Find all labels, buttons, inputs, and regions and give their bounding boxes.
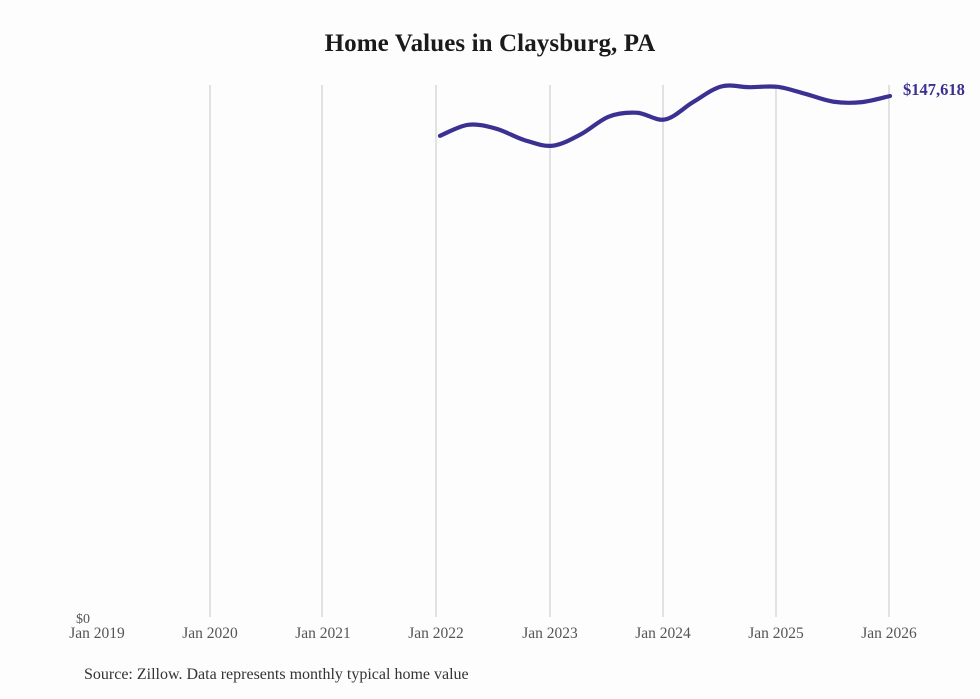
source-note: Source: Zillow. Data represents monthly … bbox=[84, 666, 469, 683]
x-tick-label-jan-2023: Jan 2023 bbox=[522, 625, 578, 642]
gridlines-group bbox=[209, 85, 890, 617]
y-tick-label-0: $0 bbox=[76, 612, 90, 627]
end-value-annotation: $147,618 bbox=[903, 80, 965, 99]
x-tick-label-jan-2019: Jan 2019 bbox=[69, 625, 125, 642]
x-tick-label-jan-2026: Jan 2026 bbox=[861, 625, 917, 642]
data-line-typical-home-value bbox=[437, 83, 893, 149]
x-tick-label-jan-2024: Jan 2024 bbox=[635, 625, 691, 642]
x-tick-label-jan-2021: Jan 2021 bbox=[295, 625, 351, 642]
x-tick-label-jan-2025: Jan 2025 bbox=[748, 625, 804, 642]
x-tick-label-jan-2020: Jan 2020 bbox=[182, 625, 238, 642]
page-title: Home Values in Claysburg, PA bbox=[324, 30, 656, 57]
x-tick-label-jan-2022: Jan 2022 bbox=[408, 625, 464, 642]
